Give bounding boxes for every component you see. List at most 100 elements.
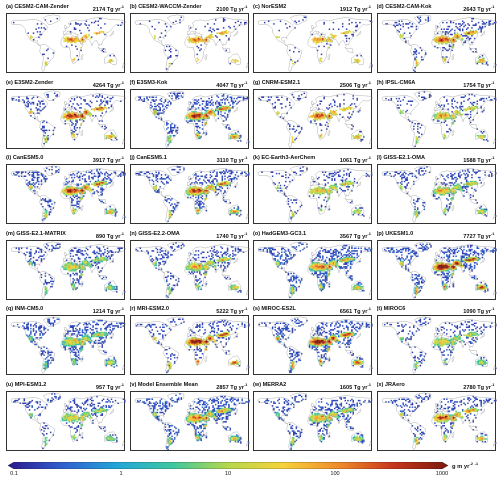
coastline-namerica	[381, 396, 419, 424]
coastline-indonesia	[468, 197, 477, 205]
coastline-samerica	[163, 421, 179, 450]
coastline-greenland	[43, 241, 61, 252]
world-map	[253, 13, 373, 73]
panel-label: (n) GISS-E2.2-OMA	[129, 230, 180, 237]
coastline-namerica	[10, 94, 49, 122]
coastline-newzealand	[492, 440, 497, 446]
coastline-newzealand	[368, 213, 373, 220]
coastline-indonesia	[344, 197, 354, 205]
map-panel: (r) MRI-ESM2.0 5222 Tg yr-1	[129, 304, 250, 375]
coastline-newzealand	[121, 62, 126, 69]
coastline-australia	[350, 355, 365, 368]
coastline-samerica	[286, 119, 303, 148]
coastline-newzealand	[121, 440, 126, 446]
panel-label: (t) MIROC6	[376, 306, 406, 312]
coastline-uk	[434, 251, 438, 256]
coastline-namerica	[134, 321, 172, 349]
emission-field	[136, 392, 250, 450]
map-panel: (m) GISS-E2.1-MATRIX 890 Tg yr-1	[6, 229, 126, 300]
colorbar-unit: g m yr-2 -1	[452, 461, 479, 470]
coastline-madagascar	[451, 280, 454, 287]
coastlines	[10, 90, 126, 148]
map-panel: (g) CNRM-ESM2.1 2506 Tg yr-1	[253, 78, 373, 149]
coastline-eurasia	[309, 394, 373, 424]
panel-title: (t) MIROC6 1090 Tg yr-1	[377, 304, 496, 314]
panel-title: (h) IPSL-CM6A 1754 Tg yr-1	[377, 78, 496, 88]
colorbar-tick-label: 10	[224, 471, 232, 477]
coastline-newzealand	[368, 289, 373, 295]
panel-label: (o) HadGEM3-GC3.1	[253, 230, 307, 237]
coastline-newzealand	[492, 213, 497, 220]
coastline-samerica	[286, 270, 303, 299]
coastline-madagascar	[204, 431, 207, 438]
coastline-madagascar	[451, 129, 454, 136]
coastline-japan	[356, 30, 361, 37]
coastlines	[257, 165, 373, 223]
coastline-eurasia	[186, 92, 250, 122]
coastline-japan	[232, 332, 238, 339]
emission-field	[135, 166, 249, 222]
panel-emission-value: 1588 Tg yr-1	[463, 155, 495, 163]
coastline-newzealand	[245, 213, 250, 220]
coastline-africa	[307, 184, 331, 215]
coastlines	[10, 392, 126, 450]
coastline-africa	[184, 109, 208, 140]
panel-label: (l) GISS-E2.1-OMA	[376, 155, 425, 161]
coastlines	[257, 241, 373, 299]
world-map	[376, 13, 497, 73]
coastline-namerica	[134, 170, 172, 198]
coastline-samerica	[286, 346, 303, 374]
panel-label: (j) CanESM5.1	[129, 155, 167, 161]
panel-title: (q) INM-CM5.0 1214 Tg yr-1	[6, 304, 125, 314]
coastline-uk	[64, 24, 68, 29]
coastlines	[10, 14, 126, 72]
panel-title: (p) UKESM1.0 7727 Tg yr-1	[377, 229, 496, 239]
map-panel: (j) CanESM5.1 3110 Tg yr-1	[129, 153, 250, 224]
panel-label: (s) MIROC-ES2L	[253, 306, 296, 312]
coastline-uk	[434, 402, 438, 407]
coastline-eurasia	[62, 319, 126, 349]
world-map	[129, 315, 250, 375]
panel-title: (w) MERRA2 1605 Tg yr-1	[253, 380, 372, 390]
coastline-uk	[311, 326, 315, 331]
coastline-eurasia	[186, 243, 250, 273]
coastline-madagascar	[451, 53, 454, 60]
coastlines	[381, 90, 497, 148]
coastline-australia	[227, 355, 241, 368]
coastline-australia	[350, 431, 365, 443]
coastline-africa	[431, 184, 455, 215]
coastline-samerica	[163, 119, 179, 148]
coastline-eurasia	[433, 92, 497, 122]
panel-title: (n) GISS-E2.2-OMA 1740 Tg yr-1	[130, 229, 249, 239]
coastline-africa	[60, 335, 84, 366]
panel-title: (x) JRAero 2780 Tg yr-1	[377, 380, 496, 390]
coastline-indonesia	[221, 424, 230, 431]
coastline-indonesia	[344, 122, 354, 129]
coastline-africa	[431, 411, 455, 442]
coastline-samerica	[410, 195, 426, 223]
map-panel: (n) GISS-E2.2-OMA 1740 Tg yr-1	[129, 229, 250, 300]
coastline-samerica	[410, 44, 426, 72]
coastline-uk	[64, 402, 68, 407]
coastline-uk	[64, 326, 68, 331]
coastline-uk	[434, 175, 438, 180]
coastline-africa	[60, 260, 84, 291]
emission-field	[135, 318, 250, 373]
coastline-japan	[232, 30, 238, 37]
coastline-africa	[184, 33, 208, 64]
panel-title: (o) HadGEM3-GC3.1 3567 Tg yr-1	[253, 229, 372, 239]
coastline-japan	[109, 30, 114, 37]
coastline-africa	[60, 33, 84, 64]
coastlines	[10, 316, 126, 374]
coastline-uk	[64, 100, 68, 105]
coastline-samerica	[410, 270, 426, 299]
map-panel: (e) E3SM2-Zender 4264 Tg yr-1	[6, 78, 126, 149]
emission-field	[258, 92, 365, 143]
coastline-indonesia	[97, 273, 107, 280]
coastline-madagascar	[327, 355, 331, 362]
coastline-madagascar	[80, 53, 84, 60]
emission-field	[384, 16, 496, 73]
panel-label: (w) MERRA2	[253, 381, 287, 388]
panel-label: (u) MPI-ESM1.2	[6, 381, 47, 388]
panel-title: (e) E3SM2-Zender 4264 Tg yr-1	[6, 78, 125, 88]
